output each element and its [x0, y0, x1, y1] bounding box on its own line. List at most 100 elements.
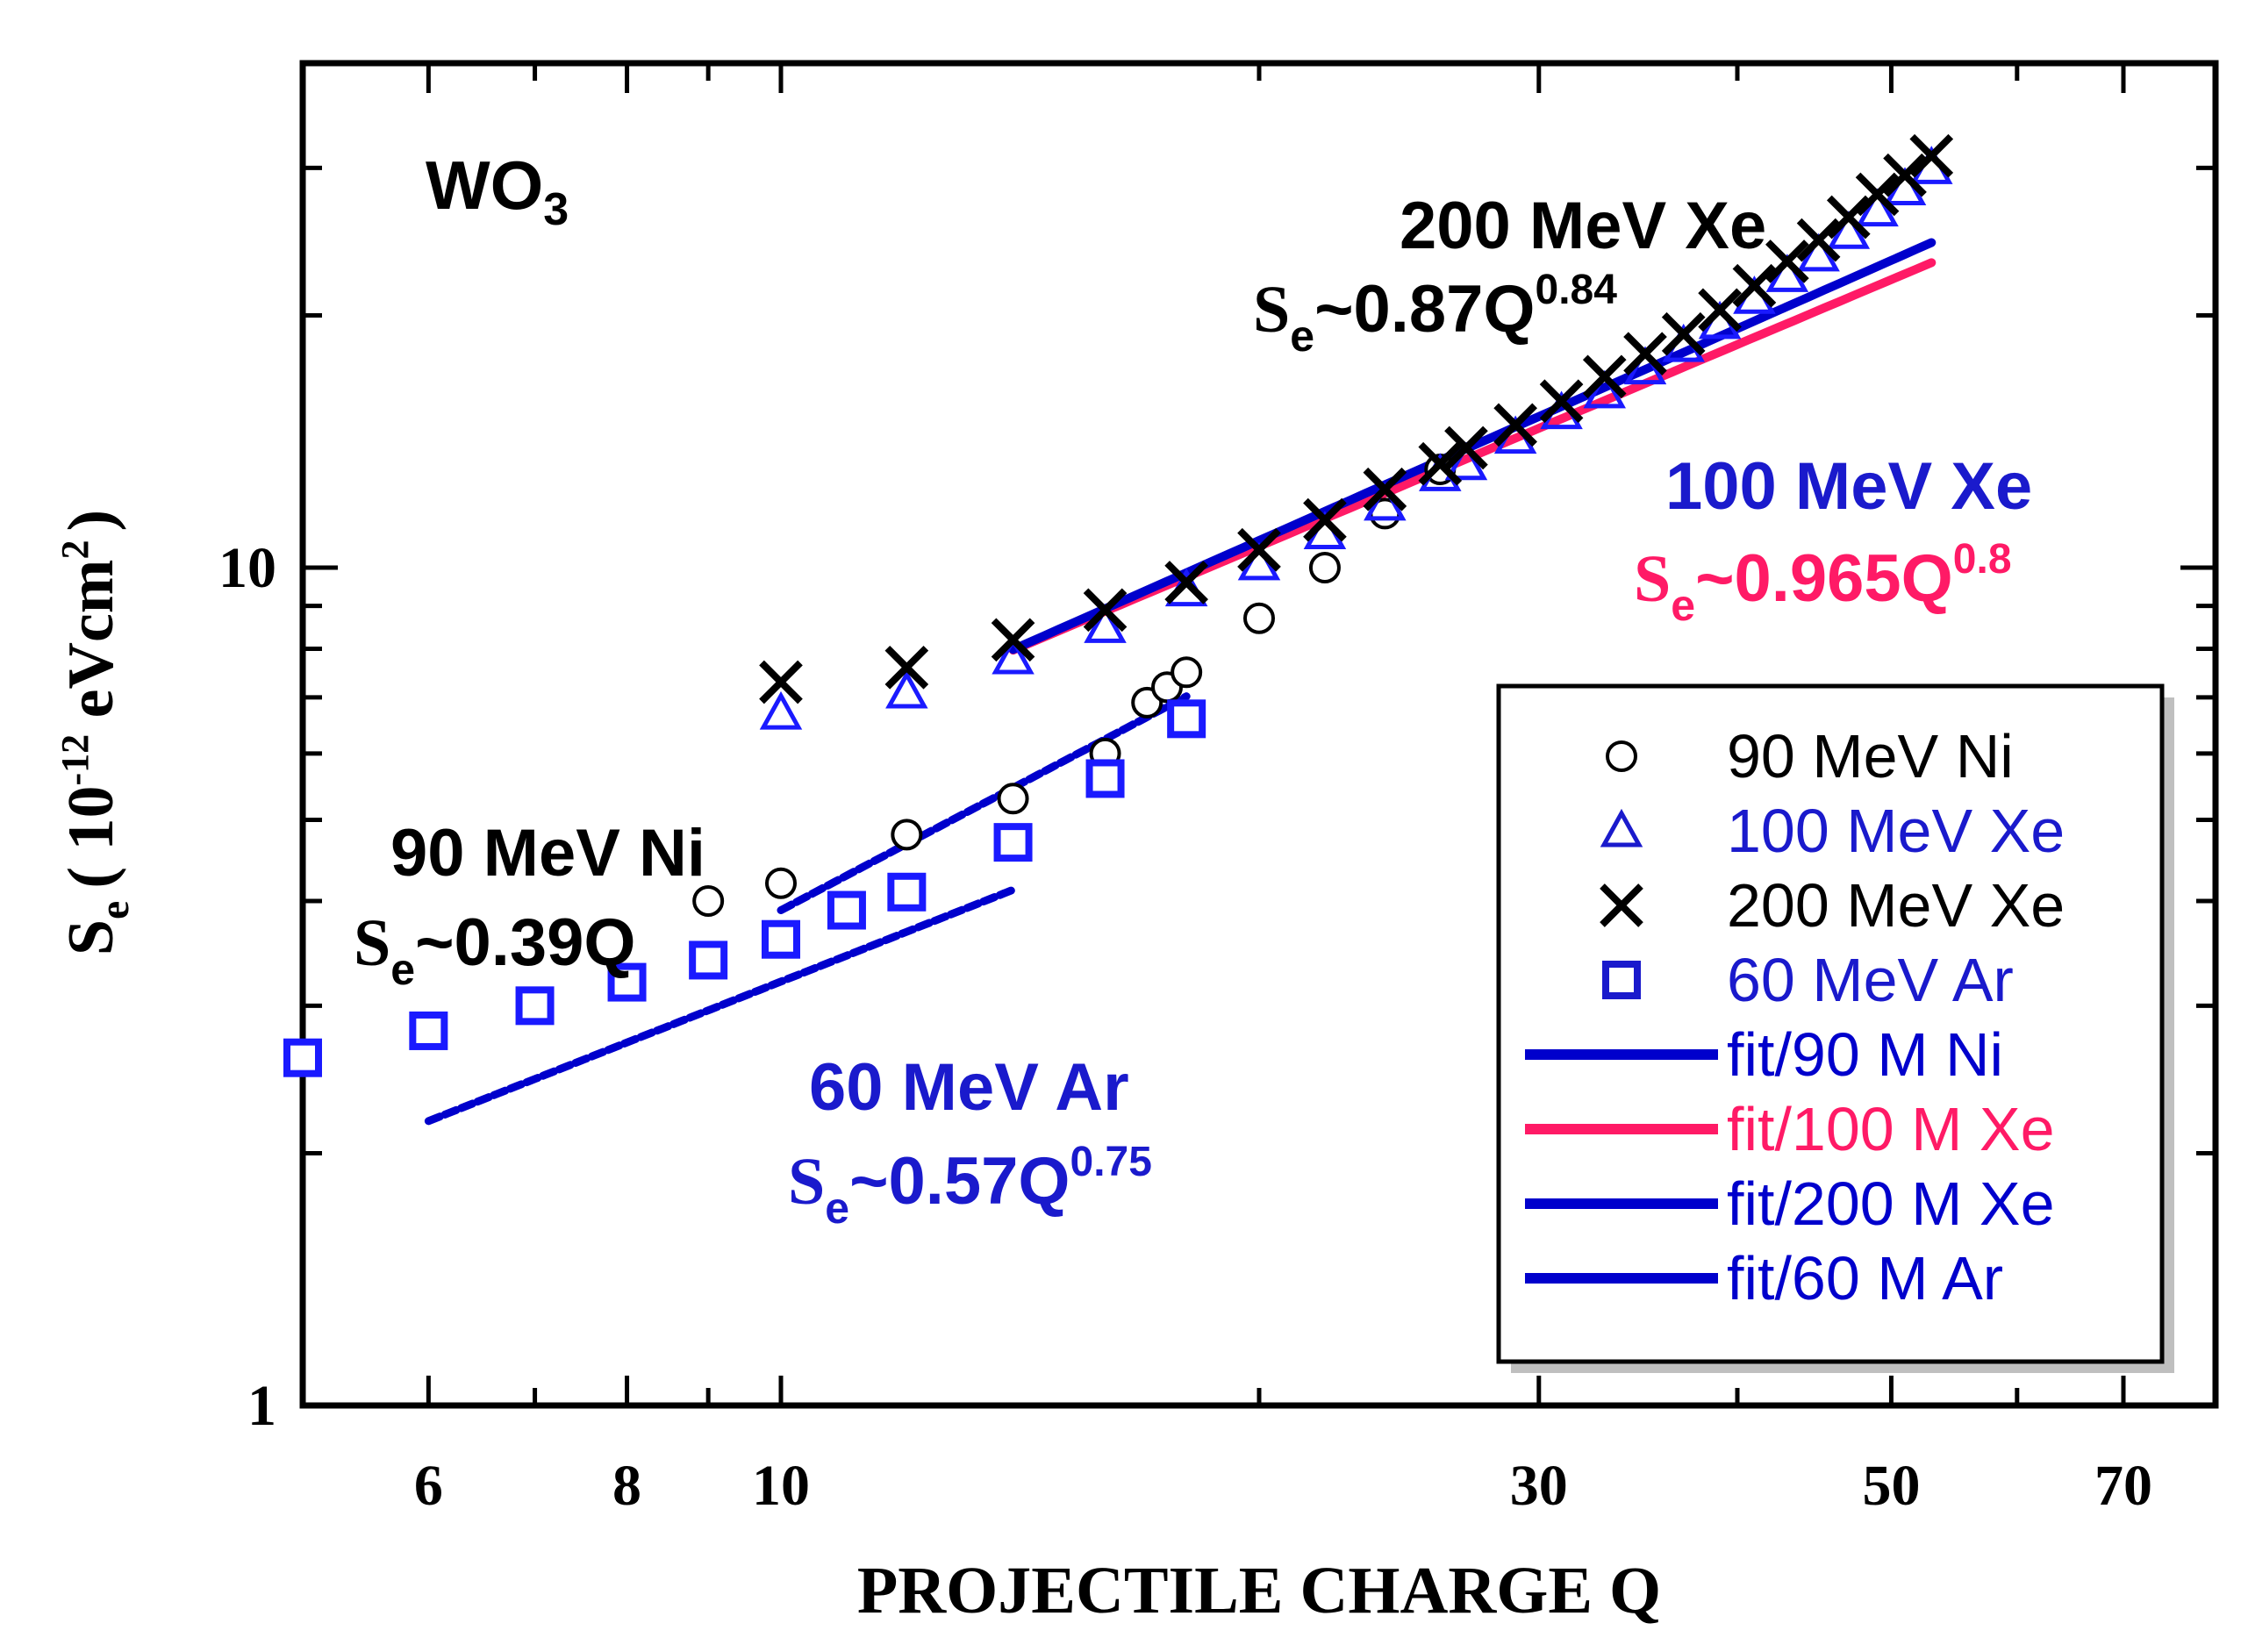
- data-point: [1698, 288, 1742, 333]
- formula-exp: 0.75: [1070, 1139, 1152, 1185]
- data-point: [1308, 551, 1341, 583]
- legend-swatch-marker: [1602, 961, 1641, 999]
- data-point: [887, 872, 927, 912]
- data-point: [1243, 602, 1275, 634]
- data-point: [692, 885, 725, 918]
- annotation-100-xe-label: 100 MeV Xe: [1665, 449, 2032, 524]
- data-point: [1085, 759, 1125, 798]
- legend-label: 200 MeV Xe: [1727, 871, 2065, 940]
- data-point: [1444, 426, 1488, 470]
- y-tick-label: 10: [218, 536, 276, 600]
- legend-swatch-marker: [1600, 883, 1643, 927]
- data-point: [1493, 403, 1537, 447]
- y-axis-symbol-sub: e: [91, 901, 138, 919]
- data-point: [1909, 133, 1954, 178]
- data-point: [991, 618, 1035, 662]
- x-tick-label: 6: [414, 1454, 443, 1518]
- y-axis-symbol: S: [55, 919, 127, 955]
- data-point: [1883, 153, 1927, 197]
- annotation-200-xe-formula: Se~0.87Q0.84: [1253, 267, 1617, 361]
- y-axis-units-exp: -12: [54, 734, 97, 786]
- formula-symbol: S: [354, 906, 390, 980]
- formula-coef: ~0.87Q: [1314, 272, 1535, 347]
- annotation-90-ni-formula: Se~0.39Q: [354, 905, 636, 994]
- fit-line: [777, 692, 1191, 914]
- x-tick-label: 50: [1862, 1454, 1920, 1518]
- material-name: WO: [426, 147, 543, 224]
- legend-swatch-marker: [1606, 740, 1637, 772]
- data-point: [1303, 497, 1347, 542]
- x-axis-title: PROJECTILE CHARGE Q: [857, 1554, 1661, 1627]
- data-point: [1539, 379, 1584, 424]
- legend-label: 60 MeV Ar: [1727, 946, 2014, 1014]
- data-point: [1856, 188, 1899, 227]
- formula-coef: ~0.57Q: [849, 1144, 1070, 1219]
- annotation-60-ar-label: 60 MeV Ar: [809, 1050, 1129, 1125]
- data-point: [1623, 332, 1667, 376]
- legend-label: fit/90 M Ni: [1727, 1020, 2003, 1089]
- data-point: [884, 645, 929, 690]
- data-point: [1167, 699, 1206, 739]
- annotation-200-xe-label: 200 MeV Xe: [1400, 189, 1766, 263]
- formula-sub: e: [825, 1184, 849, 1233]
- data-point: [409, 1011, 448, 1050]
- data-point: [1826, 195, 1871, 240]
- data-point: [1084, 604, 1127, 643]
- y-axis-title: Se ( 10-12 eVcm2): [54, 510, 138, 955]
- legend-label: 100 MeV Xe: [1727, 797, 2065, 865]
- data-point: [1582, 354, 1627, 399]
- material-label: WO3: [426, 147, 569, 235]
- data-point: [1796, 218, 1841, 262]
- legend-box: [1496, 683, 2165, 1364]
- data-point: [891, 819, 923, 851]
- formula-coef: ~0.965Q: [1695, 541, 1953, 616]
- formula-sub: e: [390, 945, 415, 994]
- data-point: [885, 669, 928, 709]
- data-point: [992, 635, 1035, 675]
- formula-symbol: S: [788, 1145, 825, 1219]
- formula-symbol: S: [1253, 273, 1290, 347]
- data-point: [1083, 588, 1128, 633]
- x-tick-label: 10: [752, 1454, 810, 1518]
- formula-exp: 0.84: [1536, 267, 1618, 313]
- legend-swatch-marker: [1600, 808, 1643, 847]
- data-point: [283, 1038, 322, 1077]
- data-point: [759, 660, 803, 704]
- data-point: [993, 823, 1033, 862]
- data-point: [1732, 263, 1777, 308]
- legend-label: fit/60 M Ar: [1727, 1244, 2003, 1312]
- data-point: [1444, 441, 1488, 481]
- x-tick-label: 30: [1510, 1454, 1568, 1518]
- data-point: [1237, 527, 1281, 572]
- data-point: [515, 986, 555, 1026]
- y-axis-units-exp2: 2: [54, 540, 97, 560]
- data-point: [1661, 311, 1706, 356]
- y-tick-label: 1: [247, 1374, 276, 1438]
- data-point: [1765, 240, 1809, 283]
- formula-symbol: S: [1634, 542, 1671, 616]
- annotation-60-ar-formula: Se~0.57Q0.75: [788, 1139, 1152, 1233]
- formula-exp: 0.8: [1953, 536, 2012, 583]
- data-point: [827, 890, 866, 930]
- data-point: [997, 783, 1029, 815]
- data-point: [1164, 561, 1208, 604]
- x-tick-label: 8: [612, 1454, 641, 1518]
- formula-coef: ~0.39Q: [415, 905, 635, 980]
- data-point: [1171, 656, 1203, 689]
- data-point: [759, 690, 803, 730]
- axis-ticks: 6 8 10 30 50 70 1 10: [218, 63, 2216, 1518]
- formula-sub: e: [1290, 311, 1314, 361]
- data-point: [607, 962, 647, 1002]
- data-point: [762, 919, 800, 959]
- data-point: [1827, 211, 1871, 249]
- legend-label: fit/200 M Xe: [1727, 1169, 2055, 1238]
- fit-line: [424, 885, 1018, 1126]
- x-tick-label: 70: [2094, 1454, 2152, 1518]
- data-point: [1855, 172, 1900, 217]
- data-point: [765, 867, 797, 899]
- y-axis-units: ( 10: [55, 785, 127, 888]
- formula-sub: e: [1671, 581, 1695, 630]
